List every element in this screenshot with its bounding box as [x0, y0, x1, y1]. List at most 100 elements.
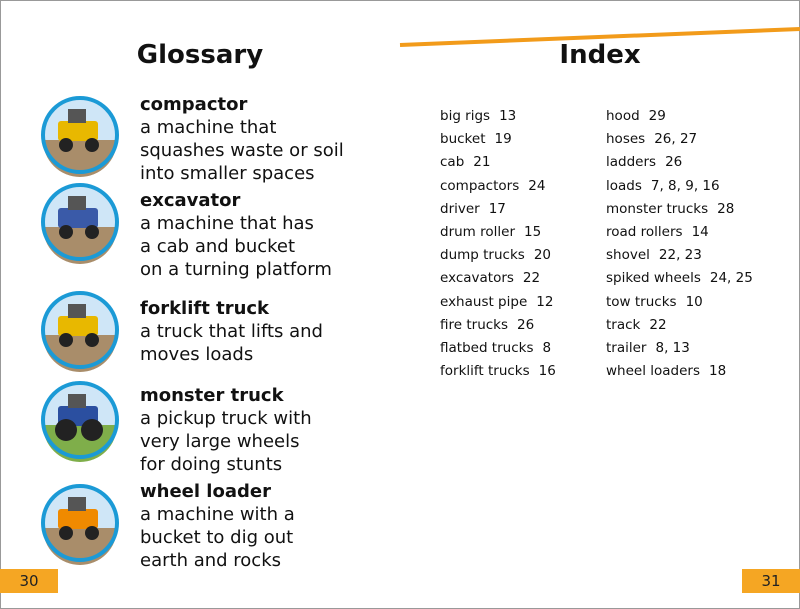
index-entry: tow trucks 10 [606, 292, 703, 312]
vehicle-body [58, 509, 98, 529]
index-term: road rollers [606, 224, 683, 240]
index-term: trailer [606, 340, 647, 356]
index-term: flatbed trucks [440, 340, 534, 356]
index-entry: flatbed trucks 8 [440, 338, 551, 358]
index-term: monster trucks [606, 200, 709, 217]
index-term: ladders [606, 154, 657, 171]
vehicle-picture [41, 96, 119, 177]
wheel [59, 526, 73, 540]
index-title: Index [559, 40, 641, 70]
index-entry: drum roller 15 [440, 222, 541, 242]
wheel [59, 225, 73, 239]
index-term: hoses [606, 131, 646, 148]
index-pages: 8, 13 [655, 340, 690, 356]
index-pages: 28 [717, 200, 735, 217]
glossary-definition: earth and rocks [140, 550, 281, 571]
vehicle-body [58, 121, 98, 141]
index-term: bucket [440, 131, 486, 148]
picture-ring [41, 484, 119, 562]
index-entry: exhaust pipe 12 [440, 292, 553, 312]
index-term: spiked wheels [606, 270, 701, 287]
index-pages: 22 [649, 316, 667, 333]
index-pages: 20 [533, 247, 551, 264]
index-entry: trailer 8, 13 [606, 338, 690, 358]
glossary-definition: a machine with a [140, 504, 295, 525]
glossary-title: Glossary [136, 40, 264, 70]
index-entry: loads 7, 8, 9, 16 [606, 176, 720, 196]
index-entry: hood 29 [606, 106, 666, 126]
index-entry: wheel loaders 18 [606, 361, 726, 381]
index-pages: 24, 25 [709, 270, 753, 287]
vehicle-picture [41, 183, 119, 264]
vehicle-body [58, 208, 98, 228]
index-pages: 10 [685, 293, 703, 310]
glossary-definition: a truck that lifts and [140, 321, 323, 342]
glossary-definition: on a turning platform [140, 259, 332, 280]
index-entry: ladders 26 [606, 152, 682, 172]
index-term: shovel [606, 247, 650, 264]
vehicle-cab [68, 394, 86, 408]
glossary-definition: a cab and bucket [140, 236, 296, 257]
index-pages: 7, 8, 9, 16 [650, 177, 720, 194]
page-number: 30 [0, 569, 58, 593]
index-pages: 15 [524, 224, 542, 240]
index-pages: 17 [488, 200, 506, 217]
index-pages: 24 [528, 177, 546, 194]
glossary-term: excavator [140, 190, 241, 211]
index-entry: track 22 [606, 315, 667, 335]
index-entry: bucket 19 [440, 129, 512, 149]
index-pages: 22 [522, 270, 541, 287]
vehicle-cab [68, 196, 86, 210]
picture-ring [41, 183, 119, 261]
index-entry: big rigs 13 [440, 106, 516, 126]
index-entry: monster trucks 28 [606, 199, 734, 219]
wheel [81, 419, 103, 441]
wheel [55, 419, 77, 441]
index-entry: spiked wheels 24, 25 [606, 268, 753, 288]
index-pages: 26 [665, 154, 683, 171]
wheel [85, 526, 99, 540]
picture-ring [41, 381, 119, 459]
vehicle-picture [41, 484, 119, 565]
vehicle-picture [41, 291, 119, 372]
glossary-definition: a pickup truck with [140, 408, 312, 429]
index-pages: 13 [499, 108, 517, 124]
vehicle-body [58, 316, 98, 336]
vehicle-cab [68, 304, 86, 318]
index-pages: 8 [542, 340, 552, 356]
picture-ring [41, 291, 119, 369]
index-term: fire trucks [440, 316, 509, 333]
glossary-definition: squashes waste or soil [140, 140, 344, 161]
index-entry: forklift trucks 16 [440, 361, 556, 381]
index-pages: 26 [517, 316, 535, 333]
glossary-pictures [41, 96, 119, 565]
index-entry: compactors 24 [440, 176, 545, 196]
index-term: exhaust pipe [440, 293, 528, 310]
index-pages: 14 [691, 224, 709, 240]
vehicle-cab [68, 109, 86, 123]
index-term: cab [440, 154, 465, 171]
index-pages: 12 [536, 293, 554, 310]
index-entry: road rollers 14 [606, 222, 709, 242]
index-pages: 18 [709, 363, 727, 380]
glossary-definition: for doing stunts [140, 454, 283, 475]
index-term: tow trucks [606, 293, 677, 310]
index-pages: 19 [494, 131, 512, 148]
index-entry: dump trucks 20 [440, 245, 551, 265]
index-entry: hoses 26, 27 [606, 129, 697, 149]
index-entry: fire trucks 26 [440, 315, 534, 335]
wheel [85, 333, 99, 347]
glossary-definition: a machine that [140, 117, 277, 138]
glossary-term: wheel loader [140, 481, 271, 502]
glossary-term: monster truck [140, 385, 284, 406]
index-term: compactors [440, 177, 520, 194]
wheel [59, 333, 73, 347]
glossary-term: compactor [140, 94, 248, 115]
index-pages: 22, 23 [658, 247, 702, 264]
page-number: 31 [742, 569, 800, 593]
index-term: track [606, 316, 641, 333]
accent-line [399, 27, 800, 47]
index-pages: 29 [648, 108, 666, 124]
index-term: big rigs [440, 108, 491, 124]
